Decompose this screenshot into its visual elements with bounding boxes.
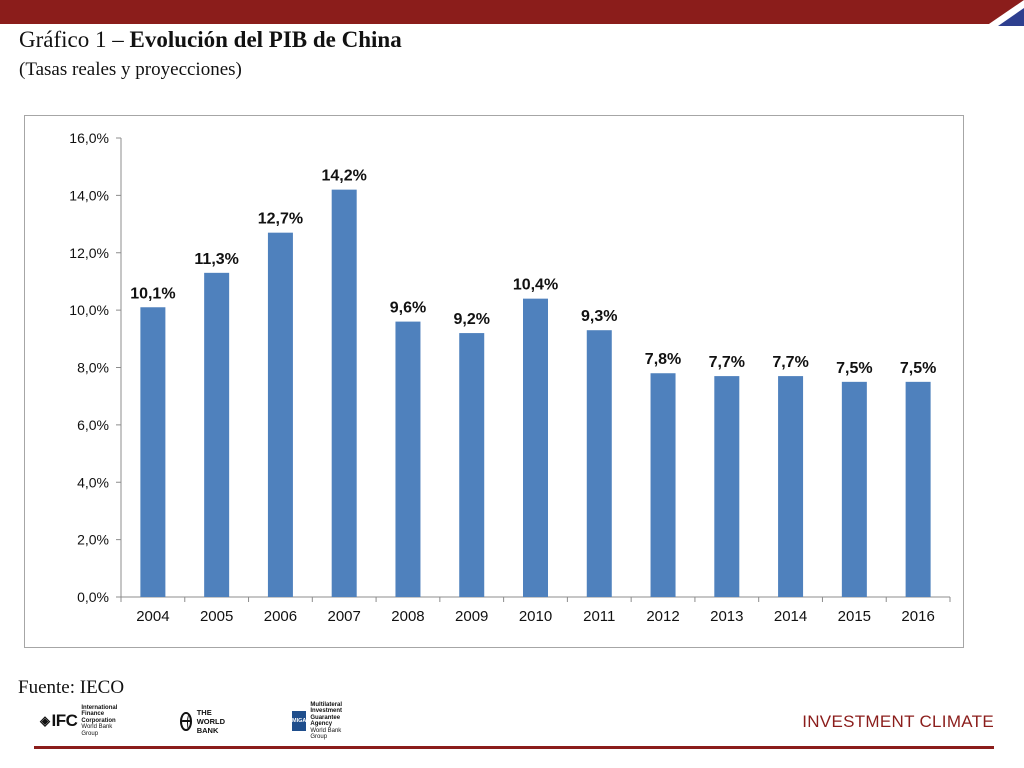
worldbank-logo: THE WORLD BANK (180, 707, 232, 735)
x-tick-label: 2008 (391, 608, 424, 625)
ifc-line-3: World Bank Group (81, 724, 113, 737)
ifc-line-1: International (81, 704, 118, 711)
title-block: Gráfico 1 – Evolución del PIB de China (… (19, 26, 402, 82)
data-label: 11,3% (194, 251, 238, 268)
bar (395, 321, 421, 597)
x-tick-label: 2010 (519, 608, 552, 625)
x-tick-label: 2012 (646, 608, 679, 625)
x-tick-label: 2015 (838, 608, 871, 625)
worldbank-text: THE WORLD BANK (196, 707, 226, 735)
bottom-rule (34, 746, 994, 749)
source-note: Fuente: IECO (18, 677, 125, 698)
y-tick-label: 12,0% (69, 245, 109, 261)
page-title: Gráfico 1 – Evolución del PIB de China (19, 26, 402, 54)
bar (650, 373, 676, 597)
bar (204, 272, 230, 597)
bar (905, 381, 931, 597)
ifc-line-2: Finance Corporation (81, 711, 116, 724)
page-title-main: Evolución del PIB de China (129, 27, 402, 52)
data-label: 7,8% (645, 351, 681, 368)
data-label: 10,4% (513, 277, 558, 294)
page-title-prefix: Gráfico 1 – (19, 27, 130, 52)
x-tick-label: 2011 (583, 608, 615, 625)
y-tick-label: 10,0% (69, 302, 109, 318)
ifc-symbol-icon: ◈ (40, 713, 50, 728)
miga-line-2: Guarantee Agency (310, 714, 341, 728)
x-tick-label: 2009 (455, 608, 488, 625)
corner-accent (986, 0, 1024, 26)
bar (841, 381, 867, 597)
ifc-logo: ◈ IFC International Finance Corporation W… (40, 705, 117, 737)
x-tick-label: 2013 (710, 608, 743, 625)
bar (778, 376, 804, 597)
gdp-bar-chart: 0,0% 2,0% 4,0% 6,0% 8,0% 10,0% 12,0% 14,0% 16,0%… (69, 130, 951, 625)
y-tick-label: 6,0% (77, 417, 109, 433)
bar (586, 330, 612, 597)
bar (140, 307, 166, 597)
brand-text: INVESTMENT CLIMATE (802, 712, 994, 731)
miga-logo: MIGA Multilateral Investment Guarantee A… (292, 702, 348, 740)
data-label: 9,2% (453, 311, 489, 328)
bar (459, 333, 485, 597)
data-label: 7,5% (900, 360, 936, 377)
ifc-mark-text: IFC (51, 711, 78, 730)
x-tick-label: 2014 (774, 608, 807, 625)
y-tick-label: 16,0% (69, 130, 109, 146)
bar (331, 189, 357, 597)
data-label: 14,2% (322, 168, 367, 185)
y-tick-label: 0,0% (77, 589, 109, 605)
data-label: 12,7% (258, 211, 303, 228)
bar (523, 298, 548, 597)
y-tick-label: 4,0% (77, 474, 109, 490)
y-tick-label: 8,0% (77, 360, 109, 376)
data-label: 9,3% (581, 308, 617, 325)
y-tick-label: 14,0% (69, 187, 109, 203)
data-label: 10,1% (130, 285, 175, 302)
miga-mark: MIGA (292, 711, 307, 731)
top-band (0, 0, 1024, 24)
x-tick-label: 2006 (264, 608, 297, 625)
data-label: 9,6% (390, 300, 426, 317)
page-subtitle: (Tasas reales y proyecciones) (19, 59, 242, 80)
ifc-mark: ◈ IFC (40, 711, 78, 731)
bar (267, 232, 293, 597)
x-tick-label: 2005 (200, 608, 233, 625)
y-tick-label: 2,0% (77, 532, 109, 548)
data-label: 7,7% (772, 354, 808, 371)
x-tick-label: 2004 (136, 608, 169, 625)
ifc-text: International Finance Corporation World … (81, 705, 117, 738)
data-label: 7,7% (709, 354, 745, 371)
miga-line-1: Multilateral Investment (310, 701, 343, 715)
x-tick-label: 2007 (328, 608, 361, 625)
data-label: 7,5% (836, 360, 872, 377)
miga-line-3: World Bank Group (310, 727, 342, 741)
chart-frame: 0,0% 2,0% 4,0% 6,0% 8,0% 10,0% 12,0% 14,0% 16,0%… (24, 115, 964, 648)
miga-text: Multilateral Investment Guarantee Agency… (310, 702, 347, 741)
globe-icon (180, 711, 192, 731)
x-tick-label: 2016 (901, 608, 934, 625)
bar (714, 376, 740, 597)
